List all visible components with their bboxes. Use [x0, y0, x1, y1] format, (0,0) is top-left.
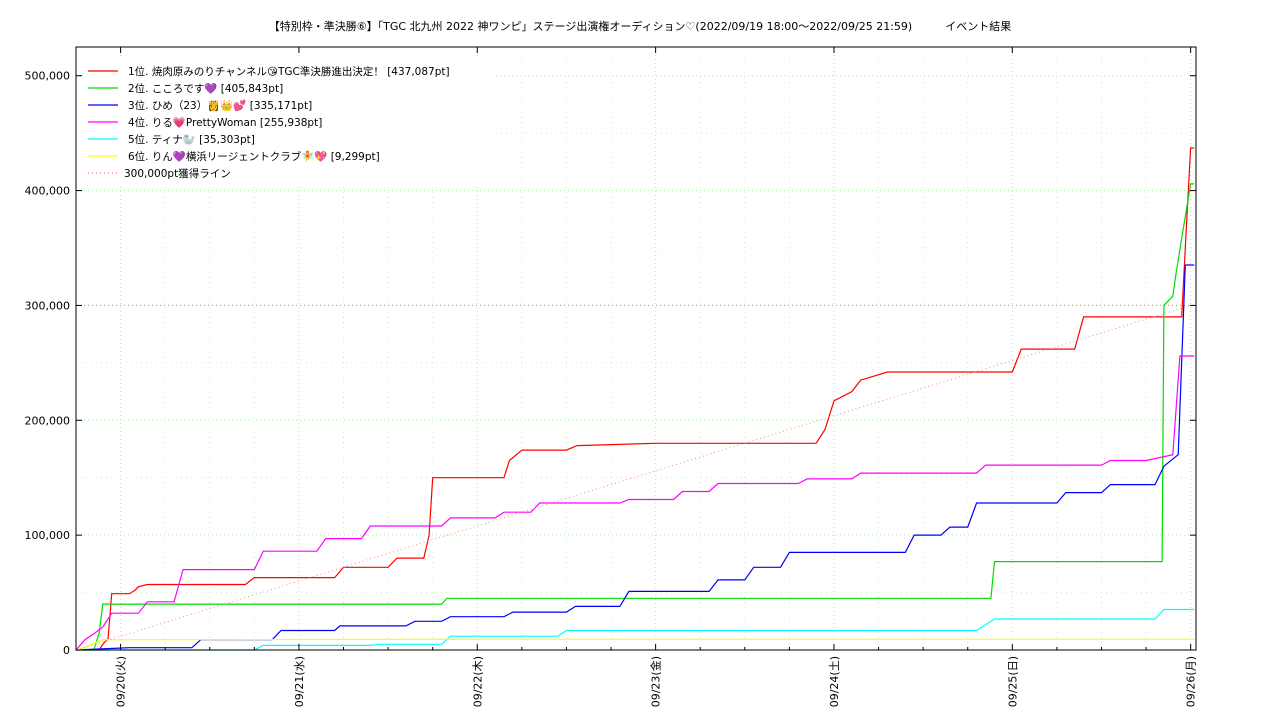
- legend-label-5: 5位. ティナ🦭 [35,303pt]: [128, 133, 255, 146]
- y-tick-label: 0: [63, 644, 70, 657]
- x-tick-label: 09/23(金): [649, 656, 663, 707]
- series-line-1: [76, 147, 1195, 651]
- series-group: [75, 147, 1195, 651]
- chart-title: 【特別枠・準決勝⑥】「TGC 北九州 2022 神ワンピ」ステージ出演権オーディ…: [268, 20, 1012, 33]
- legend-label-3: 3位. ひめ（23）👸👑💕 [335,171pt]: [128, 99, 312, 112]
- y-tick-label: 400,000: [25, 185, 71, 198]
- legend-label-4: 4位. りる💗PrettyWoman [255,938pt]: [128, 116, 322, 129]
- legend-label-6: 6位. りん💜横浜リージェントクラブ🧚💖 [9,299pt]: [128, 150, 380, 163]
- legend-background: [82, 58, 494, 184]
- legend-label-7: 300,000pt獲得ライン: [124, 167, 231, 180]
- axes: 0 100,000 200,000 300,000 400,000 500,000 09/2…: [25, 47, 1198, 707]
- x-tick-label: 09/25(日): [1006, 656, 1019, 707]
- series-line-2: [76, 183, 1195, 651]
- series-line-4: [75, 355, 1195, 651]
- y-tick-label: 200,000: [25, 414, 71, 427]
- y-tick-label: 500,000: [25, 70, 71, 83]
- x-tick-label: 09/20(火): [115, 656, 128, 707]
- legend-label-1: 1位. 焼肉原みのりチャンネル😘TGC準決勝進出決定！ [437,087pt]: [128, 65, 450, 78]
- series-line-3: [75, 264, 1195, 651]
- series-line-7: [75, 304, 1191, 651]
- x-tick-label: 09/24(土): [828, 656, 841, 707]
- y-tick-label: 100,000: [25, 529, 71, 542]
- series-line-6: [75, 638, 1195, 651]
- legend-label-2: 2位. こころです💜 [405,843pt]: [128, 82, 283, 95]
- series-line-5: [76, 608, 1195, 651]
- plot-frame: [75, 46, 1197, 651]
- x-tick-label: 09/21(水): [293, 656, 306, 707]
- x-tick-label: 09/26(月): [1185, 656, 1198, 707]
- y-tick-label: 300,000: [25, 299, 71, 312]
- x-tick-label: 09/22(木): [471, 656, 484, 707]
- legend: 1位. 焼肉原みのりチャンネル😘TGC準決勝進出決定！ [437,087pt] 2…: [82, 58, 494, 184]
